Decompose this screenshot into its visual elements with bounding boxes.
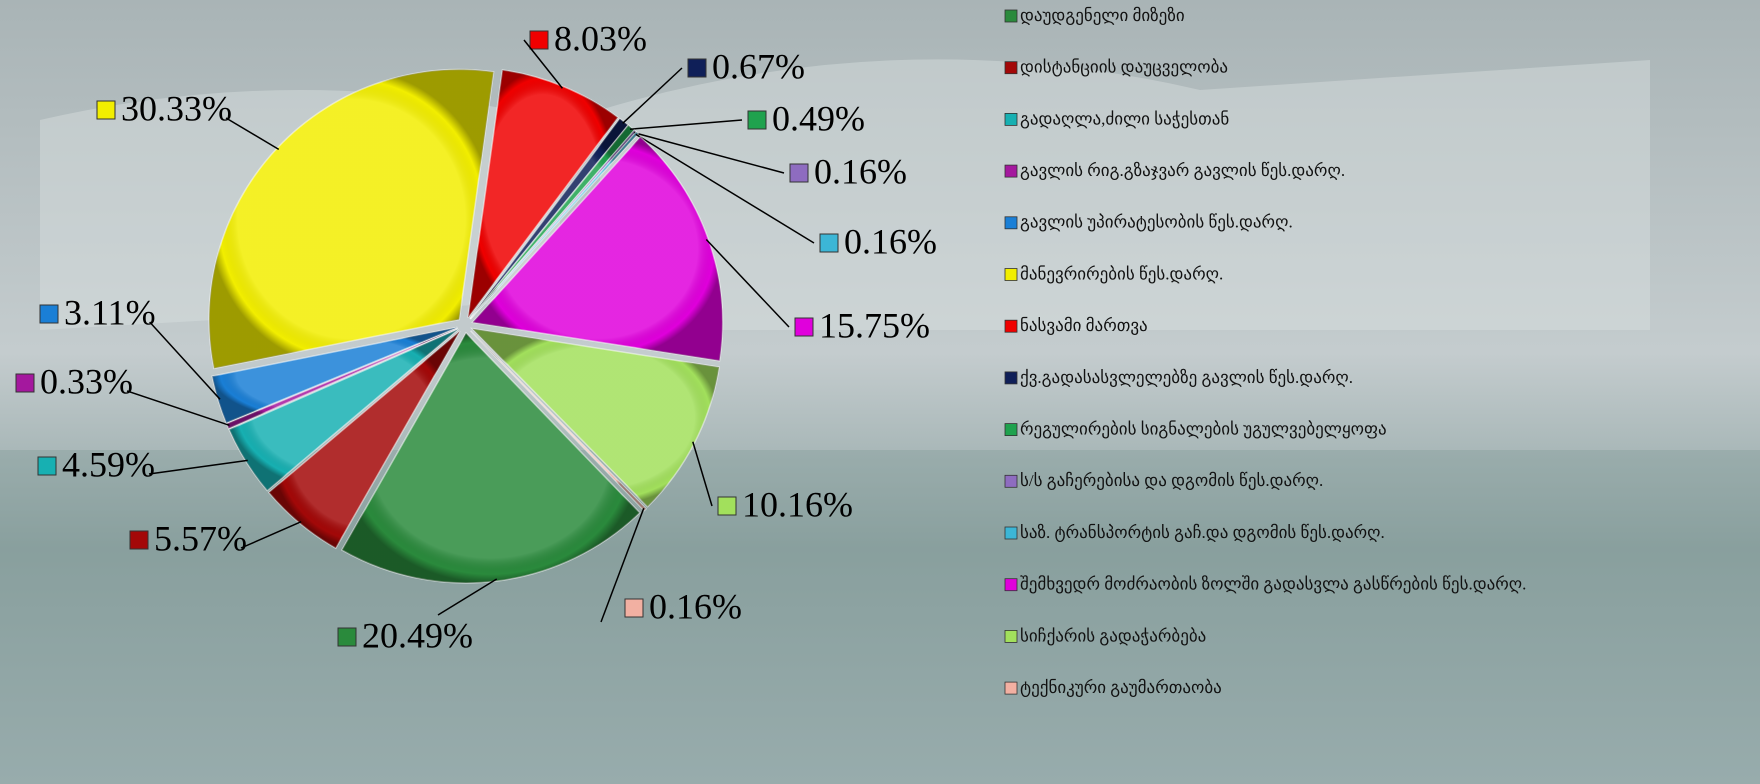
leader-line <box>692 441 713 507</box>
legend-swatch <box>1004 164 1018 178</box>
label-marker <box>747 110 767 130</box>
data-label: 8.03% <box>554 18 647 58</box>
legend-label: სიჩქარის გადაჭარბება <box>1020 626 1206 646</box>
legend-swatch <box>1004 371 1018 385</box>
legend-label: დაუდგენელი მიზეზი <box>1020 6 1185 26</box>
background-ground <box>0 450 1760 784</box>
leader-line <box>523 39 564 89</box>
legend-swatch <box>1004 681 1018 695</box>
legend-label: საზ. ტრანსპორტის გაჩ.და დგომის წეს.დარღ. <box>1020 523 1385 543</box>
data-label: 0.16% <box>649 586 742 626</box>
label-marker <box>96 100 116 120</box>
legend-label: ქვ.გადასასვლელებზე გავლის წეს.დარღ. <box>1020 368 1353 388</box>
leader-line <box>705 239 790 328</box>
data-label: 30.33% <box>121 88 232 128</box>
legend-swatch <box>1004 9 1018 23</box>
label-marker <box>717 496 737 516</box>
data-label: 20.49% <box>362 615 473 655</box>
legend-label: გავლის რიგ.გზაჯვარ გავლის წეს.დარღ. <box>1020 161 1345 181</box>
data-label: 0.67% <box>712 46 805 86</box>
legend-label: ტექნიკური გაუმართაობა <box>1020 678 1222 698</box>
leader-line <box>240 521 302 549</box>
legend-label: მანევრირების წეს.დარღ. <box>1020 264 1223 284</box>
legend-label: რეგულირების სიგნალების უგულვებელყოფა <box>1020 420 1387 440</box>
data-label: 3.11% <box>64 292 156 332</box>
data-label: 0.16% <box>814 151 907 191</box>
label-marker <box>624 598 644 618</box>
legend-swatch <box>1004 61 1018 75</box>
legend-swatch <box>1004 423 1018 437</box>
label-marker <box>37 456 57 476</box>
leader-line <box>600 507 645 623</box>
legend-swatch <box>1004 474 1018 488</box>
data-label: 0.16% <box>844 221 937 261</box>
legend-swatch <box>1004 268 1018 281</box>
data-label: 0.49% <box>772 98 865 138</box>
data-label: 5.57% <box>154 518 247 558</box>
label-marker <box>337 627 357 647</box>
data-label: 0.33% <box>40 361 133 401</box>
leader-line <box>149 321 221 400</box>
legend-label: გავლის უპირატესობის წეს.დარღ. <box>1020 213 1293 233</box>
legend-label: ს/ს გაჩერებისა და დგომის წეს.დარღ. <box>1020 471 1323 491</box>
data-label: 10.16% <box>742 484 853 524</box>
legend-swatch <box>1004 526 1018 540</box>
data-label: 15.75% <box>819 305 930 345</box>
legend-swatch <box>1004 319 1018 333</box>
label-marker <box>687 58 707 78</box>
label-marker <box>39 304 59 324</box>
legend-swatch <box>1004 113 1018 126</box>
label-marker <box>794 317 814 337</box>
leader-line <box>225 117 280 151</box>
label-marker <box>15 373 35 393</box>
label-marker <box>789 163 809 183</box>
legend-swatch <box>1004 578 1018 592</box>
legend-label: გადაღლა,ძილი საჭესთან <box>1020 109 1229 129</box>
leader-line <box>622 67 683 124</box>
legend-label: ნასვამი მართვა <box>1020 316 1148 336</box>
leader-line <box>437 578 498 616</box>
leader-line <box>629 119 743 130</box>
label-marker <box>529 30 549 50</box>
label-marker <box>819 233 839 253</box>
leader-line <box>148 459 248 475</box>
legend-swatch <box>1004 216 1018 230</box>
data-label: 4.59% <box>62 444 155 484</box>
legend-label: დისტანციის დაუცველობა <box>1020 58 1228 78</box>
label-marker <box>129 530 149 550</box>
legend-swatch <box>1004 630 1018 643</box>
legend-label: შემხვედრ მოძრაობის ზოლში გადასვლა გასწრე… <box>1020 575 1526 595</box>
